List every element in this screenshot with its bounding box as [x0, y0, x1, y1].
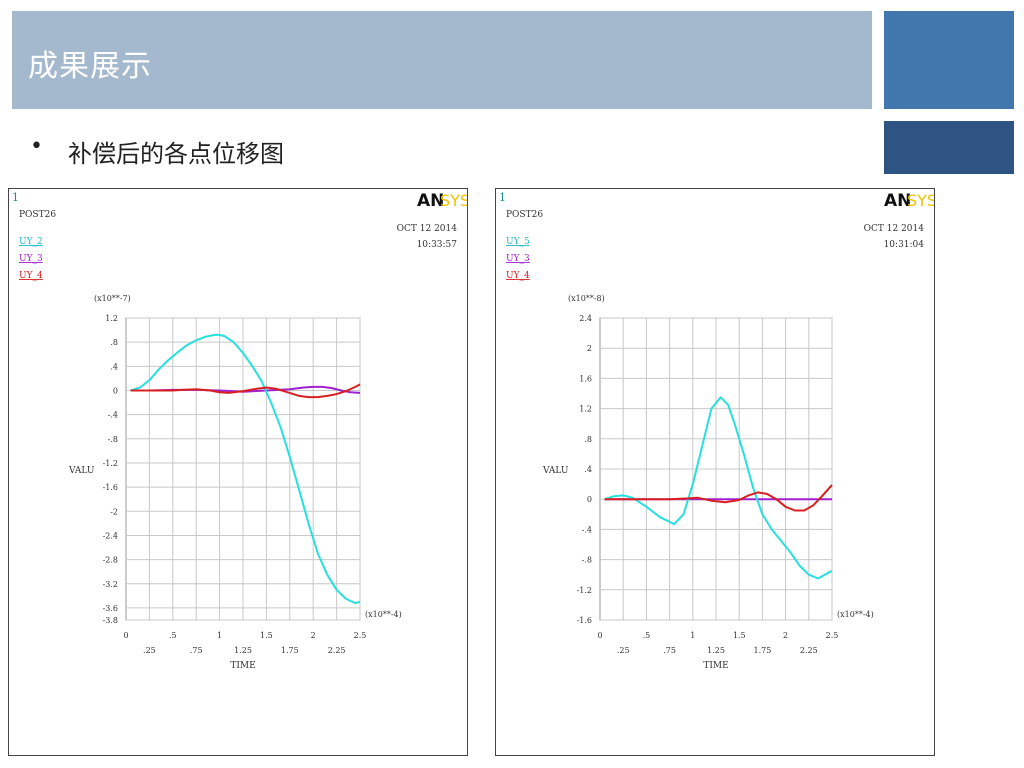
- y-tick-label: -.4: [108, 411, 118, 420]
- y-tick-label: 1.6: [579, 374, 592, 383]
- y-tick-label: -3.2: [103, 580, 118, 589]
- plot-date: OCT 12 2014: [397, 224, 458, 234]
- ansys-logo-an: AN: [884, 191, 911, 211]
- x-tick-label-minor: 2.25: [328, 646, 346, 655]
- y-tick-label: 2: [587, 344, 592, 353]
- y-tick-label: -.8: [582, 556, 592, 565]
- x-tick-label-minor: 1.75: [753, 646, 771, 655]
- x-multiplier: (x10**-4): [365, 610, 402, 619]
- accent-block-top: [884, 11, 1014, 109]
- window-number: 1: [12, 191, 19, 204]
- legend-entry: UY_4: [506, 271, 530, 281]
- y-tick-label: -1.6: [577, 616, 592, 625]
- x-tick-label-minor: .25: [143, 646, 156, 655]
- y-axis-label: VALU: [68, 466, 95, 476]
- x-tick-label-major: 1: [690, 631, 695, 640]
- x-tick-label-minor: .75: [190, 646, 203, 655]
- post26-label: POST26: [19, 210, 56, 220]
- y-multiplier: (x10**-7): [94, 294, 131, 303]
- legend-entry: UY_3: [19, 254, 43, 264]
- y-axis-label: VALU: [542, 466, 569, 476]
- y-tick-label: 1.2: [579, 405, 592, 414]
- y-tick-label: .4: [110, 362, 118, 371]
- x-tick-label-major: 1.5: [260, 631, 273, 640]
- y-tick-label: -2.8: [103, 556, 118, 565]
- y-tick-label: 0: [113, 386, 118, 395]
- y-tick-label: 0: [587, 495, 592, 504]
- x-tick-label-major: .5: [169, 631, 177, 640]
- accent-block-bottom: [884, 121, 1014, 174]
- ansys-plot-window-2: 1 POST26 UY_5 UY_3 UY_4 AN SYS OCT 12 2014 10:31…: [495, 188, 935, 756]
- x-tick-label-major: 2.5: [354, 631, 367, 640]
- x-axis-label: TIME: [703, 661, 728, 671]
- window-number: 1: [499, 191, 506, 204]
- ansys-logo-sys: SYS: [440, 191, 467, 210]
- slide-title: 成果展示: [28, 49, 152, 84]
- x-tick-label-minor: .25: [617, 646, 630, 655]
- x-tick-label-major: 2: [783, 631, 788, 640]
- plot-date: OCT 12 2014: [864, 224, 925, 234]
- slide-subtitle: 补偿后的各点位移图: [68, 140, 284, 168]
- series-line-uy_2: [130, 333, 361, 605]
- y-tick-label: .8: [110, 338, 118, 347]
- x-tick-label-major: 1.5: [733, 631, 746, 640]
- legend-entry: UY_3: [506, 254, 530, 264]
- title-bar: 成果展示: [12, 11, 872, 109]
- legend-entry: UY_5: [506, 237, 530, 247]
- x-tick-label-minor: .75: [663, 646, 676, 655]
- ansys-logo-an: AN: [417, 191, 444, 211]
- y-tick-label: .8: [584, 435, 592, 444]
- x-tick-label-major: 0: [123, 631, 128, 640]
- series-line-uy_4: [130, 383, 361, 399]
- y-multiplier: (x10**-8): [568, 294, 605, 303]
- y-tick-label: -1.2: [103, 459, 118, 468]
- plot-time: 10:33:57: [417, 240, 458, 250]
- x-tick-label-major: .5: [643, 631, 651, 640]
- legend-entry: UY_4: [19, 271, 43, 281]
- x-tick-label-major: 2.5: [826, 631, 839, 640]
- x-tick-label-minor: 1.25: [707, 646, 725, 655]
- ansys-plot-window-1: 1 POST26 UY_2 UY_3 UY_4 AN SYS OCT 12 2014 10:33…: [8, 188, 468, 756]
- x-tick-label-major: 0: [597, 631, 602, 640]
- x-axis-label: TIME: [230, 661, 255, 671]
- x-tick-label-major: 1: [217, 631, 222, 640]
- x-tick-label-minor: 2.25: [800, 646, 818, 655]
- x-tick-label-major: 2: [311, 631, 316, 640]
- y-tick-label: -2: [110, 507, 118, 516]
- y-tick-label: -1.2: [577, 586, 592, 595]
- y-tick-label: -3.6: [103, 604, 118, 613]
- y-tick-label: .4: [584, 465, 592, 474]
- y-tick-label: -2.4: [103, 531, 118, 540]
- plot-time: 10:31:04: [884, 240, 925, 250]
- y-tick-label: 2.4: [579, 314, 592, 323]
- bullet-marker: •: [30, 134, 43, 159]
- series-line-uy_5: [604, 396, 833, 580]
- y-tick-label: 1.2: [105, 314, 118, 323]
- ansys-logo-sys: SYS: [907, 191, 934, 210]
- x-multiplier: (x10**-4): [837, 610, 874, 619]
- x-tick-label-minor: 1.75: [281, 646, 299, 655]
- y-tick-label: -.8: [108, 435, 118, 444]
- y-tick-label: -1.6: [103, 483, 118, 492]
- y-tick-label: -.4: [582, 525, 592, 534]
- post26-label: POST26: [506, 210, 543, 220]
- series-line-uy_4: [604, 484, 833, 512]
- legend-entry: UY_2: [19, 237, 43, 247]
- x-tick-label-minor: 1.25: [234, 646, 252, 655]
- y-tick-label: -3.8: [103, 616, 118, 625]
